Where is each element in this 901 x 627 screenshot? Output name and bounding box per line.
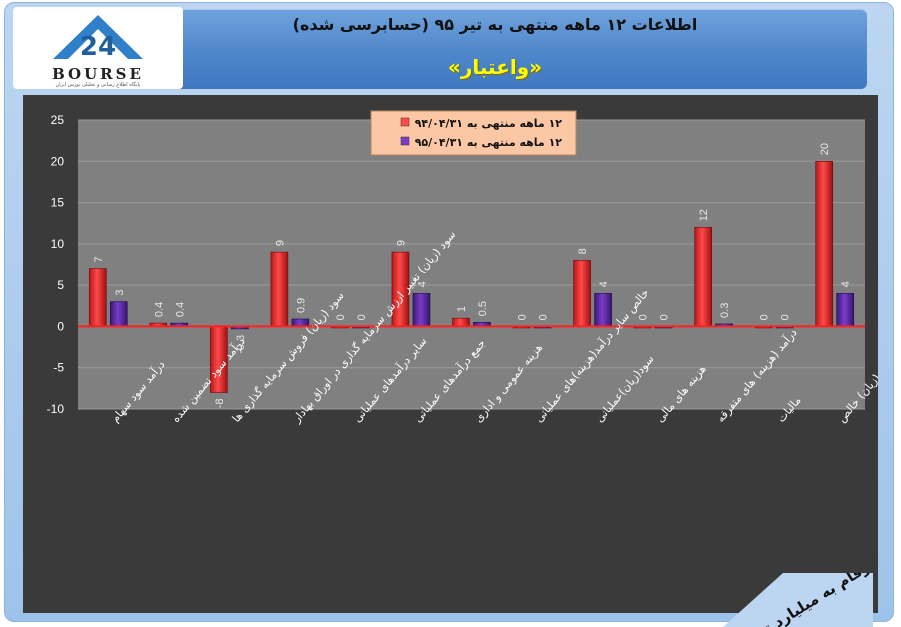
data-label: 0	[638, 314, 650, 320]
logo-tagline: پایگاه اطلاع رسانی و تحلیلی بورس ایران	[55, 82, 141, 88]
data-label: -0.3	[235, 335, 247, 354]
data-label: 0	[538, 314, 550, 320]
bar-series-2	[836, 293, 855, 327]
chart-area: -10 -5 0 5 10 15 20 25 7 0.4 -8 9 0 9 1 0 8 0 12 0 20 3 0.4 -0.…	[23, 95, 878, 627]
data-label: 9	[274, 240, 286, 246]
data-label: 0.4	[153, 302, 165, 317]
legend-label: ۱۲ ماهه منتهی به ۹۵/۰۴/۳۱	[415, 136, 563, 149]
bar-series-2	[594, 293, 612, 327]
data-label: 0	[780, 314, 792, 320]
logo-graphic: 24	[53, 15, 143, 62]
bar-series-1	[452, 317, 470, 327]
data-label: 0.3	[719, 303, 731, 318]
data-label: 0.9	[295, 298, 307, 313]
data-label: -8	[214, 398, 226, 408]
data-label: 0	[659, 314, 671, 320]
y-tick-label: 5	[57, 278, 64, 292]
legend-swatch	[400, 117, 410, 127]
units-ribbon: ارقام به میلیارد تومان	[723, 573, 877, 627]
data-label: 0	[759, 314, 771, 320]
y-tick-label: -10	[47, 402, 65, 416]
y-tick-label: 0	[57, 319, 64, 333]
data-label: 4	[416, 281, 428, 287]
company-name: «واعتبار»	[447, 55, 543, 79]
logo-name: BOURSE	[52, 65, 144, 83]
legend-swatch	[400, 136, 410, 146]
bar-series-2	[412, 293, 431, 327]
bar-series-1	[88, 268, 107, 327]
bar-series-1	[573, 260, 591, 327]
data-label: 0	[356, 314, 368, 320]
data-label: 0.4	[174, 302, 186, 317]
bar-series-1	[815, 160, 834, 327]
data-label: 20	[819, 143, 831, 155]
data-label: 0	[517, 314, 529, 320]
data-label: 12	[698, 209, 710, 221]
bar-series-2	[109, 301, 128, 327]
data-label: 0	[335, 314, 347, 320]
y-tick-label: -5	[53, 361, 64, 375]
data-label: 0.5	[477, 301, 489, 316]
chart-title: اطلاعات ۱۲ ماهه منتهی به تیر ۹۵ (حسابرسی…	[292, 15, 698, 34]
y-tick-label: 20	[51, 154, 65, 168]
y-tick-label: 25	[51, 113, 65, 127]
y-tick-label: 15	[51, 196, 65, 210]
data-label: 9	[395, 240, 407, 246]
data-label: 7	[93, 257, 105, 263]
data-label: 4	[598, 281, 610, 287]
data-label: 3	[114, 290, 126, 296]
data-label: 8	[577, 248, 589, 254]
logo-inner-icon	[68, 29, 128, 59]
plot-background	[78, 120, 865, 409]
chart-frame: 24 BOURSE پایگاه اطلاع رسانی و تحلیلی بو…	[4, 2, 894, 627]
logo-mark-icon: 24	[80, 32, 116, 62]
logo: 24 BOURSE پایگاه اطلاع رسانی و تحلیلی بو…	[13, 7, 183, 89]
data-label: 1	[456, 306, 468, 312]
legend-label: ۱۲ ماهه منتهی به ۹۴/۰۴/۳۱	[415, 117, 563, 130]
bar-chart: -10-5051015202570.4-890910801202030.4-0.…	[47, 110, 878, 426]
bar-series-1	[270, 251, 289, 327]
data-label: 4	[840, 281, 852, 287]
units-ribbon-shape	[723, 573, 873, 627]
y-tick-label: 10	[51, 237, 65, 251]
bar-series-1	[694, 227, 712, 327]
